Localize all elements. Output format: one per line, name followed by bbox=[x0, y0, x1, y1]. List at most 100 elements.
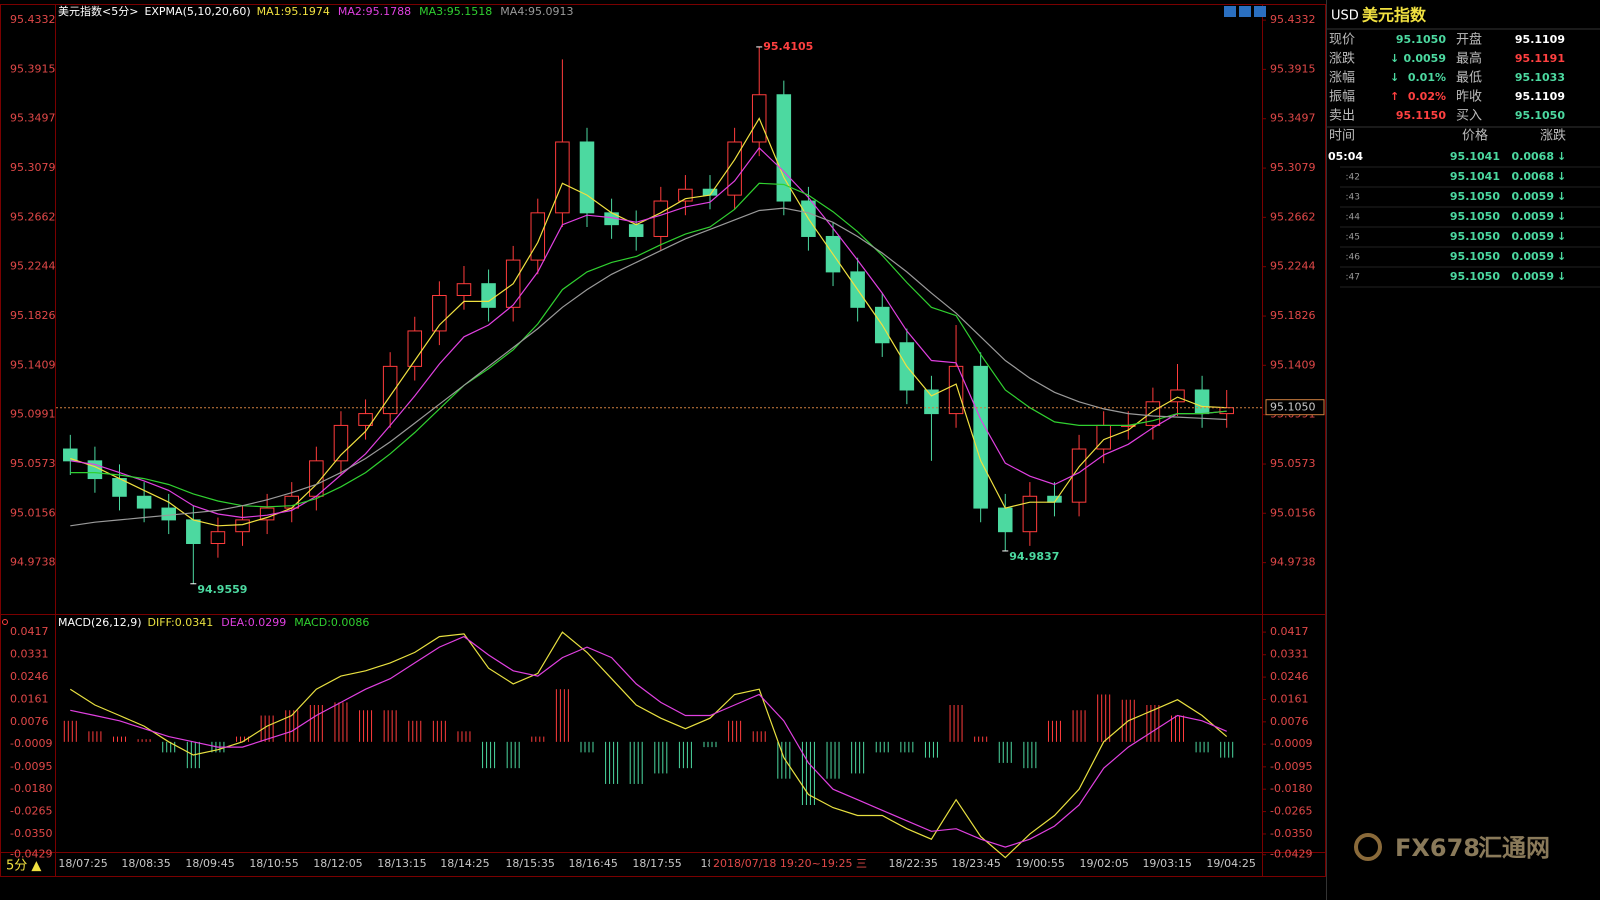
tick-time: :47 bbox=[1346, 273, 1360, 283]
y-tick-label-right: 95.0573 bbox=[1270, 457, 1316, 470]
y-tick-label: 0.0161 bbox=[10, 692, 49, 705]
candle-body bbox=[997, 507, 1013, 533]
x-tick-label: 18/13:15 bbox=[377, 857, 426, 870]
ticks-header: 价格 bbox=[1462, 128, 1488, 144]
quote-value: 95.1150 bbox=[1396, 109, 1446, 122]
x-tick-label: 18/07:25 bbox=[58, 857, 107, 870]
candle-body bbox=[1219, 407, 1234, 415]
y-tick-label: 0.0246 bbox=[10, 670, 49, 683]
candle-body bbox=[948, 365, 964, 415]
series-line bbox=[70, 146, 1227, 519]
y-tick-label-right: 0.0331 bbox=[1270, 648, 1309, 661]
tick-change: 0.0068 bbox=[1512, 170, 1554, 183]
tick-time: :42 bbox=[1346, 173, 1360, 183]
quote-arrow: ↑ bbox=[1390, 90, 1399, 103]
candle-body bbox=[186, 519, 201, 545]
period-button[interactable]: 5分 ▲ bbox=[6, 859, 41, 874]
y-tick-label-right: 0.0246 bbox=[1270, 670, 1309, 683]
tick-time: :44 bbox=[1346, 213, 1361, 223]
tick-arrow: ↓ bbox=[1557, 250, 1566, 263]
candle-body bbox=[456, 283, 472, 297]
candle-body bbox=[358, 413, 373, 426]
series-line bbox=[69, 631, 1228, 859]
y-tick-label: 95.0991 bbox=[10, 408, 56, 421]
tick-arrow: ↓ bbox=[1557, 270, 1566, 283]
ticks-header: 时间 bbox=[1329, 129, 1355, 144]
candle-body bbox=[235, 519, 250, 533]
watermark-brand: FX678 bbox=[1395, 834, 1480, 862]
toolbar-icon[interactable] bbox=[1254, 6, 1266, 17]
last-price-box bbox=[1265, 399, 1325, 416]
tick-arrow: ↓ bbox=[1557, 170, 1566, 183]
tick-time: :45 bbox=[1346, 233, 1360, 243]
x-tick-label: 18/22:35 bbox=[889, 857, 938, 870]
tick-price: 95.1041 bbox=[1450, 170, 1500, 183]
watermark-logo bbox=[1354, 833, 1382, 861]
x-tick-label: 18/09:45 bbox=[185, 857, 234, 870]
y-tick-label-right: 95.2244 bbox=[1270, 260, 1316, 273]
quote-label: 最低 bbox=[1456, 71, 1482, 86]
indicator-dot bbox=[2, 619, 8, 625]
candle-body bbox=[1022, 495, 1038, 533]
quote-label: 卖出 bbox=[1329, 109, 1355, 124]
y-tick-label-right: 95.3497 bbox=[1270, 112, 1316, 125]
quote-value: 0.01% bbox=[1408, 71, 1446, 84]
tick-arrow: ↓ bbox=[1557, 210, 1566, 223]
tick-change: 0.0059 bbox=[1512, 230, 1554, 243]
quote-name: 美元指数 bbox=[1362, 6, 1427, 25]
quote-value: 95.1050 bbox=[1515, 109, 1565, 122]
y-tick-label: 95.3497 bbox=[10, 112, 56, 125]
tick-time: :43 bbox=[1346, 193, 1360, 203]
series-line bbox=[70, 182, 1227, 508]
y-tick-label-right: -0.0180 bbox=[1270, 782, 1312, 795]
y-tick-label: 95.4332 bbox=[10, 13, 56, 26]
quote-label: 最高 bbox=[1456, 51, 1482, 67]
quote-symbol: USD bbox=[1331, 9, 1359, 24]
y-tick-label-right: -0.0095 bbox=[1270, 760, 1312, 773]
x-tick-label: 18/23:45 bbox=[952, 857, 1001, 870]
quote-label: 开盘 bbox=[1456, 32, 1482, 48]
x-tick-label: 19/02:05 bbox=[1079, 857, 1128, 870]
y-tick-label-right: -0.0429 bbox=[1270, 848, 1312, 861]
y-tick-label-right: 0.0076 bbox=[1270, 715, 1309, 728]
y-tick-label-right: -0.0009 bbox=[1270, 737, 1312, 750]
legend-entry: MA3:95.1518 bbox=[419, 5, 492, 18]
tick-price: 95.1050 bbox=[1450, 230, 1500, 243]
toolbar-icon[interactable] bbox=[1239, 6, 1251, 17]
legend-entry: MA1:95.1974 bbox=[257, 5, 330, 18]
tick-price: 95.1041 bbox=[1450, 150, 1500, 163]
y-tick-label-right: 95.3915 bbox=[1270, 62, 1316, 75]
tick-change: 0.0059 bbox=[1512, 250, 1554, 263]
y-tick-label: 95.2662 bbox=[10, 210, 56, 223]
quote-label: 涨跌 bbox=[1329, 51, 1355, 67]
y-tick-label: -0.0180 bbox=[10, 782, 52, 795]
candle-body bbox=[210, 531, 226, 545]
y-tick-label-right: 95.1826 bbox=[1270, 309, 1316, 322]
quote-arrow: ↓ bbox=[1390, 52, 1399, 65]
y-tick-label: -0.0265 bbox=[10, 805, 52, 818]
y-tick-label: -0.0429 bbox=[10, 848, 52, 861]
y-tick-label: 95.3079 bbox=[10, 161, 56, 174]
y-tick-label: 95.1826 bbox=[10, 309, 56, 322]
quote-label: 昨收 bbox=[1456, 90, 1482, 105]
tick-change: 0.0059 bbox=[1512, 190, 1554, 203]
cursor-label: 2018/07/18 19:20~19:25 三 bbox=[713, 857, 867, 870]
tick-time: :46 bbox=[1346, 253, 1361, 263]
candle-body bbox=[973, 365, 988, 509]
tick-arrow: ↓ bbox=[1557, 190, 1566, 203]
annotation-label: 94.9559 bbox=[197, 583, 247, 596]
toolbar-icon[interactable] bbox=[1224, 6, 1236, 17]
series-line bbox=[70, 635, 1227, 848]
candle-body bbox=[678, 188, 693, 202]
candle-body bbox=[1071, 448, 1087, 503]
legend-title: MACD(26,12,9) bbox=[58, 616, 142, 629]
x-tick-label: 18/14:25 bbox=[440, 857, 489, 870]
candle-body bbox=[136, 495, 152, 509]
y-tick-label: 0.0076 bbox=[10, 715, 49, 728]
candle-body bbox=[1194, 389, 1210, 415]
x-tick-label: 19/03:15 bbox=[1142, 857, 1191, 870]
candle-body bbox=[555, 141, 570, 214]
